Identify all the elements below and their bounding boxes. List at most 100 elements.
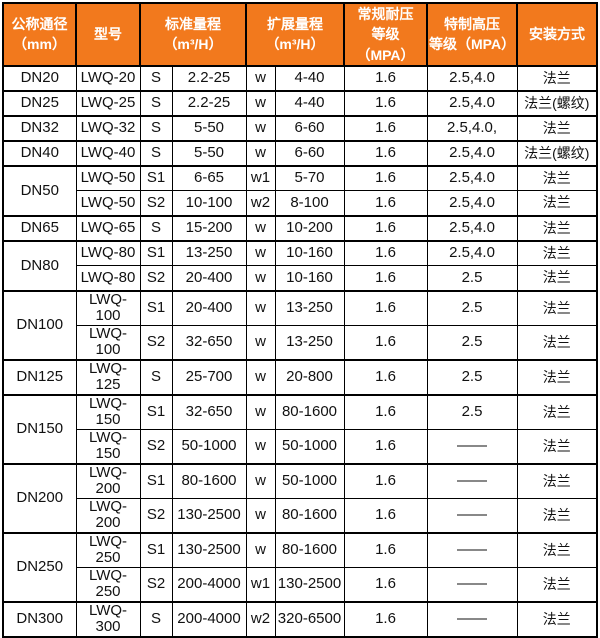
cell-extended-range: 50-1000 — [274, 462, 345, 499]
cell-extended-range: 13-250 — [274, 324, 345, 361]
cell-nominal-diameter: DN250 — [2, 531, 77, 603]
cell-install-method: 法兰 — [516, 428, 598, 465]
table-row: DN125 LWQ-125 S 25-700 w 20-800 1.6 2.5 法兰 — [2, 358, 598, 396]
cell-high-pressure-rating: 2.5 — [426, 393, 518, 430]
cell-extended-range: 20-800 — [274, 358, 345, 396]
cell-nominal-diameter: DN40 — [2, 139, 77, 167]
table-row: DN20 LWQ-20 S 2.2-25 w 4-40 1.6 2.5,4.0 法兰 — [2, 64, 598, 92]
header-standard-range: 标准量程 （m³/H） — [139, 2, 247, 67]
table-row: LWQ-80 S2 20-400 w 10-160 1.6 2.5 法兰 — [3, 265, 598, 292]
cell-standard-code: S2 — [139, 265, 173, 292]
cell-nominal-diameter: DN20 — [2, 64, 77, 92]
cell-standard-range: 20-400 — [171, 265, 247, 292]
cell-pressure-rating: 1.6 — [343, 462, 428, 499]
cell-install-method: 法兰 — [516, 393, 598, 430]
cell-standard-range: 6-65 — [171, 164, 247, 192]
cell-extended-range: 50-1000 — [274, 428, 345, 465]
cell-extended-code: w — [245, 214, 276, 242]
cell-model: LWQ-250 — [75, 566, 141, 603]
cell-nominal-diameter: DN32 — [2, 114, 77, 142]
cell-extended-range: 5-70 — [274, 164, 345, 192]
cell-extended-code: w — [245, 239, 276, 267]
cell-pressure-rating: 1.6 — [343, 393, 428, 430]
cell-standard-range: 10-100 — [171, 190, 247, 217]
cell-nominal-diameter: DN150 — [2, 393, 77, 465]
table-row: DN40 LWQ-40 S 5-50 w 6-60 1.6 2.5,4.0 法兰(螺纹) — [2, 139, 598, 167]
cell-install-method: 法兰 — [516, 358, 598, 396]
cell-extended-range: 10-160 — [274, 239, 345, 267]
cell-extended-range: 130-2500 — [274, 566, 345, 603]
cell-extended-code: w2 — [245, 600, 276, 638]
cell-install-method: 法兰 — [516, 214, 598, 242]
cell-extended-range: 4-40 — [274, 89, 345, 117]
cell-extended-code: w — [245, 114, 276, 142]
table-row: DN300 LWQ-300 S 200-4000 w2 320-6500 1.6 —— 法兰 — [2, 600, 598, 638]
cell-high-pressure-rating: —— — [426, 531, 518, 568]
cell-standard-range: 15-200 — [171, 214, 247, 242]
cell-extended-code: w — [245, 358, 276, 396]
cell-pressure-rating: 1.6 — [343, 531, 428, 568]
cell-install-method: 法兰(螺纹) — [516, 139, 598, 167]
table-row: LWQ-100 S2 32-650 w 13-250 1.6 2.5 法兰 — [3, 324, 598, 361]
table-row: DN250 LWQ-250 S1 130-2500 w 80-1600 1.6 —— 法兰 — [2, 531, 598, 603]
cell-nominal-diameter: DN200 — [2, 462, 77, 534]
cell-high-pressure-rating: 2.5,4.0 — [426, 89, 518, 117]
cell-model: LWQ-200 — [75, 462, 141, 499]
cell-standard-code: S2 — [139, 428, 173, 465]
cell-model: LWQ-300 — [75, 600, 141, 638]
table-row: DN200 LWQ-200 S1 80-1600 w 50-1000 1.6 —— 法兰 — [2, 462, 598, 534]
cell-pressure-rating: 1.6 — [343, 239, 428, 267]
cell-standard-range: 130-2500 — [171, 531, 247, 568]
cell-high-pressure-rating: 2.5,4.0 — [426, 64, 518, 92]
cell-pressure-rating: 1.6 — [343, 214, 428, 242]
cell-high-pressure-rating: 2.5 — [426, 265, 518, 292]
cell-nominal-diameter: DN25 — [2, 89, 77, 117]
table-row: DN25 LWQ-25 S 2.2-25 w 4-40 1.6 2.5,4.0 法兰(螺纹) — [2, 89, 598, 117]
header-nominal-diameter: 公称通径 （mm） — [2, 2, 77, 67]
cell-install-method: 法兰 — [516, 531, 598, 568]
cell-extended-range: 6-60 — [274, 114, 345, 142]
cell-pressure-rating: 1.6 — [343, 190, 428, 217]
table-row: DN50 LWQ-50 S1 6-65 w1 5-70 1.6 2.5,4.0 法兰 — [2, 164, 598, 217]
cell-pressure-rating: 1.6 — [343, 265, 428, 292]
cell-extended-code: w — [245, 393, 276, 430]
header-extended-range: 扩展量程 （m³/H） — [245, 2, 345, 67]
cell-extended-range: 80-1600 — [274, 393, 345, 430]
cell-pressure-rating: 1.6 — [343, 358, 428, 396]
cell-nominal-diameter: DN100 — [2, 289, 77, 361]
cell-extended-range: 80-1600 — [274, 531, 345, 568]
cell-install-method: 法兰 — [516, 114, 598, 142]
cell-standard-code: S2 — [139, 190, 173, 217]
cell-install-method: 法兰 — [516, 164, 598, 192]
cell-extended-code: w — [245, 139, 276, 167]
cell-pressure-rating: 1.6 — [343, 600, 428, 638]
cell-extended-range: 6-60 — [274, 139, 345, 167]
cell-model: LWQ-200 — [75, 497, 141, 534]
header-model: 型号 — [75, 2, 141, 67]
cell-extended-code: w — [245, 64, 276, 92]
cell-install-method: 法兰(螺纹) — [516, 89, 598, 117]
cell-high-pressure-rating: —— — [426, 497, 518, 534]
cell-model: LWQ-100 — [75, 324, 141, 361]
cell-high-pressure-rating: 2.5 — [426, 289, 518, 326]
cell-pressure-rating: 1.6 — [343, 89, 428, 117]
header-pressure-rating: 常规耐压 等级（MPA） — [343, 2, 428, 67]
cell-extended-code: w — [245, 265, 276, 292]
table-row: LWQ-250 S2 200-4000 w1 130-2500 1.6 —— 法兰 — [3, 566, 598, 603]
cell-model: LWQ-150 — [75, 428, 141, 465]
cell-standard-code: S — [139, 600, 173, 638]
cell-model: LWQ-80 — [75, 239, 141, 267]
cell-install-method: 法兰 — [516, 190, 598, 217]
cell-install-method: 法兰 — [516, 600, 598, 638]
cell-standard-range: 13-250 — [171, 239, 247, 267]
cell-install-method: 法兰 — [516, 497, 598, 534]
cell-standard-code: S — [139, 89, 173, 117]
cell-install-method: 法兰 — [516, 239, 598, 267]
cell-model: LWQ-65 — [75, 214, 141, 242]
cell-extended-code: w — [245, 462, 276, 499]
cell-standard-range: 200-4000 — [171, 600, 247, 638]
cell-high-pressure-rating: —— — [426, 428, 518, 465]
cell-model: LWQ-100 — [75, 289, 141, 326]
cell-extended-code: w — [245, 89, 276, 117]
cell-model: LWQ-25 — [75, 89, 141, 117]
